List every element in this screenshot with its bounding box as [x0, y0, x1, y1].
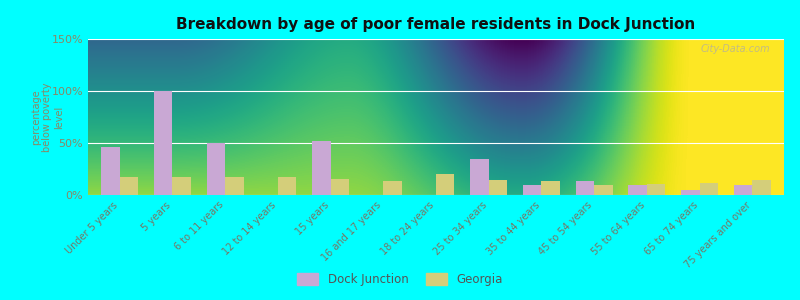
Legend: Dock Junction, Georgia: Dock Junction, Georgia — [292, 268, 508, 291]
Bar — [647, 184, 666, 195]
Bar — [206, 143, 225, 195]
Bar — [681, 190, 700, 195]
Bar — [523, 184, 542, 195]
Bar — [101, 147, 120, 195]
Bar — [383, 182, 402, 195]
Bar — [489, 180, 507, 195]
Bar — [172, 177, 191, 195]
Title: Breakdown by age of poor female residents in Dock Junction: Breakdown by age of poor female resident… — [176, 17, 696, 32]
Bar — [734, 184, 752, 195]
Bar — [154, 91, 172, 195]
Bar — [470, 159, 489, 195]
Bar — [576, 182, 594, 195]
Bar — [436, 174, 454, 195]
Bar — [120, 177, 138, 195]
Y-axis label: percentage
below poverty
level: percentage below poverty level — [30, 82, 64, 152]
Bar — [225, 177, 243, 195]
Bar — [629, 184, 647, 195]
Bar — [312, 141, 330, 195]
Bar — [752, 180, 771, 195]
Bar — [278, 177, 296, 195]
Bar — [700, 182, 718, 195]
Text: City-Data.com: City-Data.com — [701, 44, 770, 54]
Bar — [330, 179, 349, 195]
Bar — [542, 182, 560, 195]
Bar — [594, 184, 613, 195]
